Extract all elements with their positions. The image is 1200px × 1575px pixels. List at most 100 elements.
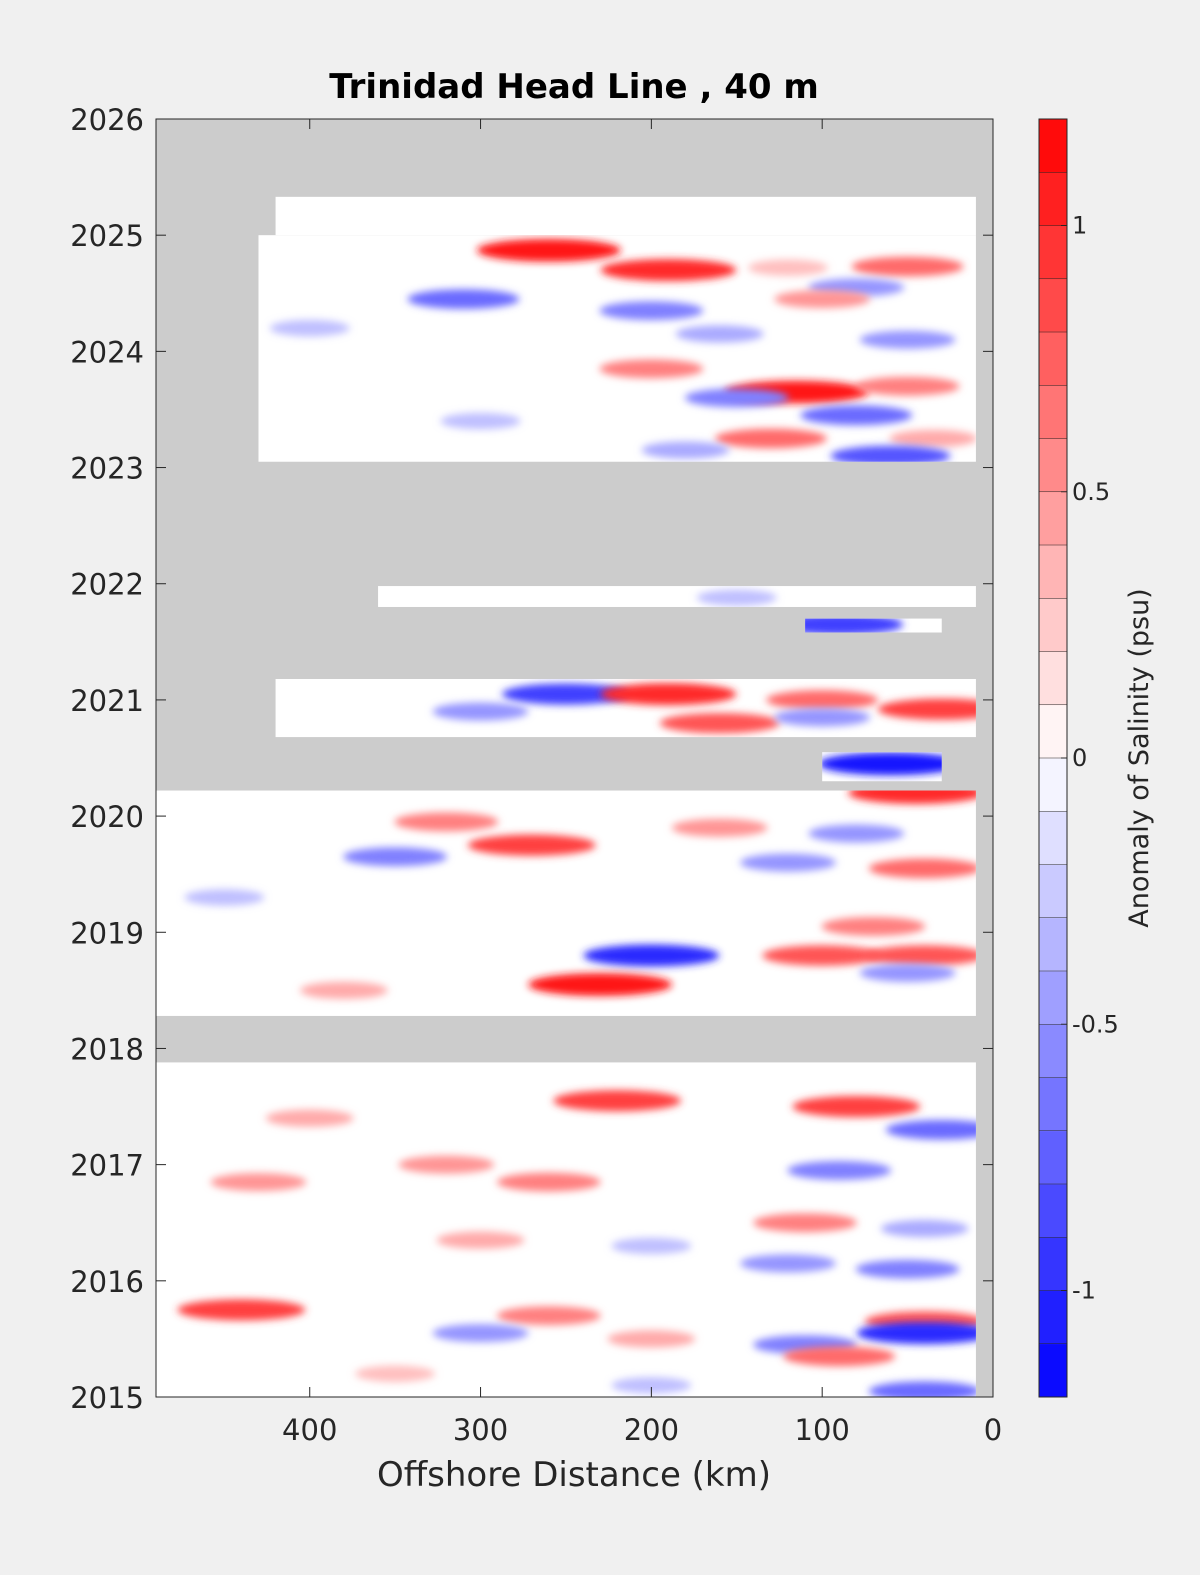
anomaly-feature bbox=[299, 981, 388, 999]
x-axis: 400 300 200 100 0 bbox=[282, 119, 1002, 1447]
colorbar-segment bbox=[1039, 1077, 1067, 1132]
anomaly-blob bbox=[859, 963, 956, 982]
anomaly-blob bbox=[868, 858, 976, 879]
anomaly-blob bbox=[177, 1299, 306, 1321]
anomaly-feature bbox=[696, 589, 777, 606]
anomaly-feature bbox=[432, 702, 529, 721]
anomaly-blob bbox=[501, 683, 630, 705]
colorbar-segment bbox=[1039, 704, 1067, 759]
y-axis: 2015 2016 2017 2018 2019 2020 2021 2022 2023 2024… bbox=[70, 103, 993, 1415]
anomaly-blob bbox=[753, 1213, 858, 1233]
y-tick-label: 2017 bbox=[70, 1149, 144, 1183]
anomaly-feature bbox=[394, 812, 499, 832]
anomaly-feature bbox=[740, 1254, 837, 1273]
data-band bbox=[275, 196, 976, 236]
anomaly-blob bbox=[787, 1161, 892, 1180]
colorbar-segment bbox=[1039, 491, 1067, 546]
anomaly-feature bbox=[830, 445, 951, 462]
colorbar-segment bbox=[1039, 119, 1067, 173]
anomaly-blob bbox=[880, 1219, 969, 1238]
colorbar-segment bbox=[1039, 598, 1067, 652]
anomaly-feature bbox=[868, 1381, 976, 1397]
x-tick-label: 300 bbox=[453, 1413, 508, 1447]
anomaly-blob bbox=[496, 1172, 601, 1192]
anomaly-feature bbox=[762, 945, 883, 966]
colorbar-segment bbox=[1039, 651, 1067, 706]
anomaly-blob bbox=[599, 301, 704, 321]
anomaly-blob bbox=[774, 708, 871, 727]
anomaly-blob bbox=[659, 712, 780, 734]
anomaly-feature bbox=[855, 1259, 960, 1279]
y-tick-label: 2023 bbox=[70, 452, 144, 486]
anomaly-blob bbox=[407, 289, 520, 309]
anomaly-feature bbox=[641, 441, 730, 459]
anomaly-feature bbox=[800, 405, 913, 426]
anomaly-feature bbox=[822, 752, 942, 776]
y-tick-label: 2019 bbox=[70, 916, 144, 950]
x-tick-label: 0 bbox=[984, 1413, 1002, 1447]
colorbar-label: Anomaly of Salinity (psu) bbox=[1124, 588, 1155, 927]
x-tick-label: 200 bbox=[624, 1413, 679, 1447]
anomaly-feature bbox=[436, 1231, 525, 1249]
anomaly-feature bbox=[877, 698, 976, 720]
anomaly-blob bbox=[394, 812, 499, 832]
x-tick-label: 400 bbox=[282, 1413, 337, 1447]
anomaly-feature bbox=[787, 1161, 892, 1180]
anomaly-blob bbox=[859, 330, 956, 349]
data-layer bbox=[156, 196, 976, 1397]
anomaly-feature bbox=[496, 1172, 601, 1192]
y-tick-label: 2016 bbox=[70, 1265, 144, 1299]
x-tick-label: 100 bbox=[795, 1413, 850, 1447]
anomaly-feature bbox=[774, 708, 871, 727]
y-tick-label: 2022 bbox=[70, 568, 144, 602]
anomaly-blob bbox=[740, 1254, 837, 1273]
anomaly-feature bbox=[851, 256, 964, 277]
y-tick-label: 2025 bbox=[70, 219, 144, 253]
anomaly-feature bbox=[859, 330, 956, 349]
anomaly-feature bbox=[611, 1377, 692, 1394]
anomaly-feature bbox=[748, 259, 829, 276]
y-tick-label: 2021 bbox=[70, 684, 144, 718]
anomaly-feature bbox=[607, 1330, 696, 1348]
colorbar-segment bbox=[1039, 1024, 1067, 1078]
anomaly-feature bbox=[501, 683, 630, 705]
anomaly-feature bbox=[792, 1095, 921, 1118]
anomaly-blob bbox=[885, 1119, 976, 1140]
anomaly-feature bbox=[210, 1173, 307, 1192]
anomaly-blob bbox=[355, 1365, 436, 1382]
anomaly-feature bbox=[808, 824, 905, 843]
anomaly-blob bbox=[748, 259, 829, 276]
anomaly-blob bbox=[800, 405, 913, 426]
anomaly-blob bbox=[432, 1324, 529, 1343]
anomaly-feature bbox=[740, 853, 837, 872]
anomaly-feature bbox=[599, 359, 704, 379]
anomaly-blob bbox=[822, 752, 942, 776]
anomaly-blob bbox=[889, 429, 976, 448]
colorbar-tick-label: 0.5 bbox=[1072, 478, 1110, 506]
anomaly-blob bbox=[774, 290, 871, 309]
anomaly-blob bbox=[821, 917, 926, 936]
anomaly-feature bbox=[496, 1306, 601, 1326]
anomaly-blob bbox=[553, 1090, 682, 1112]
anomaly-feature bbox=[880, 1219, 969, 1238]
anomaly-feature bbox=[848, 790, 976, 804]
colorbar-tick-label: -1 bbox=[1072, 1277, 1096, 1305]
anomaly-blob bbox=[398, 1155, 495, 1174]
anomaly-blob bbox=[343, 847, 448, 867]
anomaly-blob bbox=[783, 1346, 896, 1367]
anomaly-blob bbox=[671, 818, 768, 837]
anomaly-blob bbox=[877, 698, 976, 720]
anomaly-blob bbox=[805, 618, 904, 633]
colorbar-segment bbox=[1039, 917, 1067, 972]
anomaly-feature bbox=[868, 858, 976, 879]
colorbar-tick-label: 1 bbox=[1072, 212, 1087, 240]
anomaly-feature bbox=[783, 1346, 896, 1367]
anomaly-feature bbox=[432, 1324, 529, 1343]
colorbar-tick-label: -0.5 bbox=[1072, 1010, 1119, 1038]
anomaly-blob bbox=[675, 325, 764, 343]
colorbar-segment bbox=[1039, 438, 1067, 493]
anomaly-blob bbox=[855, 376, 960, 396]
anomaly-feature bbox=[864, 945, 976, 966]
colorbar-tick-label: 0 bbox=[1072, 744, 1087, 772]
